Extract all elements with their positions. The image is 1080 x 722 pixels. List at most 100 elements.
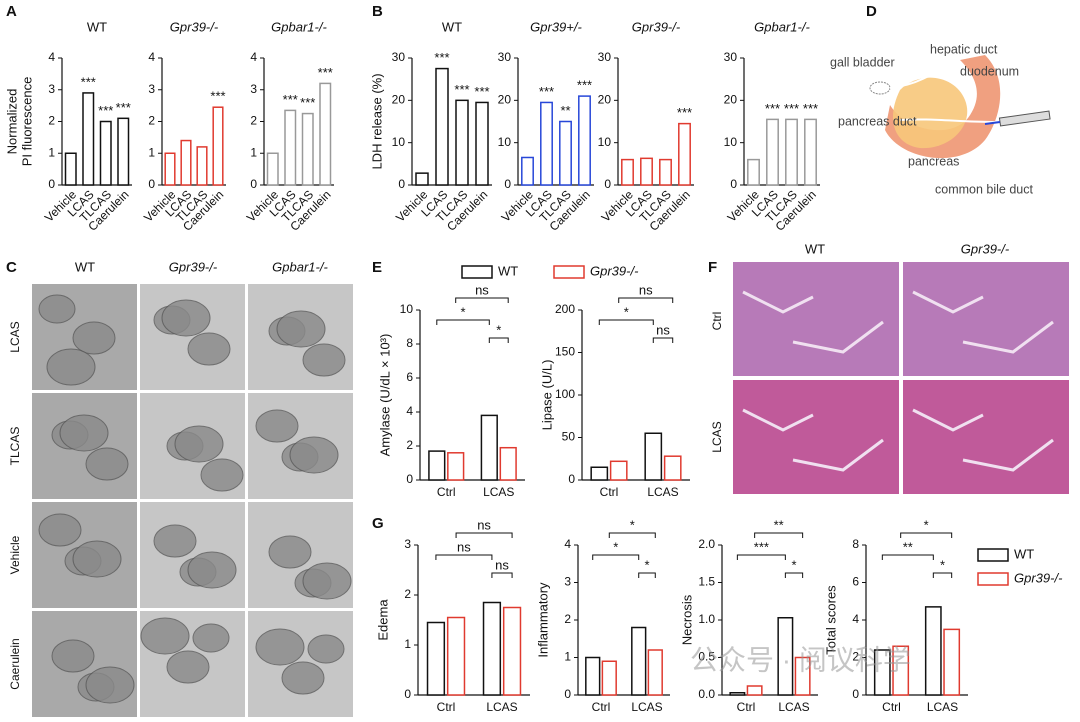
chart-title: Gpbar1-/- xyxy=(754,19,810,34)
organoid xyxy=(276,310,326,348)
y-tick-label: 20 xyxy=(392,93,406,107)
x-tick-label: LCAS xyxy=(778,700,809,714)
organoid xyxy=(187,332,231,366)
organoid xyxy=(38,513,82,547)
bar xyxy=(482,601,502,696)
organoid xyxy=(38,294,76,324)
y-tick-label: 0 xyxy=(48,177,55,191)
y-tick-label: 20 xyxy=(598,93,612,107)
significance: *** xyxy=(283,92,298,107)
bar xyxy=(729,692,746,696)
significance: * xyxy=(461,304,466,319)
organoid xyxy=(72,540,122,578)
chart-title: WT xyxy=(442,19,462,34)
organoid xyxy=(192,623,230,653)
y-tick-label: 2.0 xyxy=(698,537,715,551)
x-tick-label: Ctrl xyxy=(600,485,619,499)
y-tick-label: 6 xyxy=(852,575,859,589)
organoid xyxy=(255,628,305,666)
significance-bracket xyxy=(436,319,490,325)
significance-bracket xyxy=(435,554,493,560)
y-axis-label: Total scores xyxy=(823,585,838,655)
significance: *** xyxy=(803,101,818,116)
chart-title: Gpbar1-/- xyxy=(271,19,327,34)
image-column-label: Gpr39-/- xyxy=(169,259,218,274)
organoid xyxy=(85,447,129,481)
bar xyxy=(659,158,672,186)
significance: * xyxy=(624,304,629,319)
legend-label: WT xyxy=(498,263,518,278)
y-tick-label: 0 xyxy=(568,472,575,486)
image-column-label: WT xyxy=(805,241,825,256)
y-tick-label: 20 xyxy=(498,93,512,107)
image-row-label: LCAS xyxy=(710,421,724,452)
y-tick-label: 30 xyxy=(392,50,406,64)
significance: *** xyxy=(434,50,449,65)
histology-image xyxy=(733,262,899,376)
y-tick-label: 2 xyxy=(564,612,571,626)
diagram-label: common bile duct xyxy=(935,182,1033,196)
organoid xyxy=(255,409,299,443)
x-tick-label: LCAS xyxy=(483,485,514,499)
y-tick-label: 2 xyxy=(404,587,411,601)
y-tick-label: 30 xyxy=(598,50,612,64)
bar xyxy=(428,450,446,481)
bar xyxy=(319,82,332,186)
y-tick-label: 6 xyxy=(406,370,413,384)
significance-bracket xyxy=(491,572,513,578)
significance: *** xyxy=(318,65,333,80)
panel-label: F xyxy=(708,259,717,276)
diagram-label: pancreas xyxy=(908,154,959,168)
organoid xyxy=(85,666,135,704)
organoid xyxy=(153,524,197,558)
organoid xyxy=(174,425,224,463)
x-tick-label: Ctrl xyxy=(882,700,901,714)
bar xyxy=(640,157,653,186)
panel-label: D xyxy=(866,3,877,20)
watermark: 公众号 · 阅议科学 xyxy=(690,644,911,675)
bar xyxy=(502,606,522,696)
organoid xyxy=(289,436,339,474)
significance: *** xyxy=(784,101,799,116)
y-axis-label: Edema xyxy=(375,599,390,641)
diagram-label: pancreas duct xyxy=(838,114,917,128)
x-tick-label: Ctrl xyxy=(737,700,756,714)
tissue-texture xyxy=(742,408,884,472)
significance: ns xyxy=(639,282,653,297)
significance: *** xyxy=(577,78,592,93)
y-tick-label: 3 xyxy=(404,537,411,551)
organoid-image xyxy=(140,284,245,390)
y-tick-label: 1.0 xyxy=(698,612,715,626)
y-tick-label: 0 xyxy=(404,687,411,701)
significance-bracket xyxy=(736,554,786,560)
y-axis-label: Necrosis xyxy=(679,594,694,645)
diagram-label: gall bladder xyxy=(830,55,895,69)
y-tick-label: 2 xyxy=(852,650,859,664)
bar xyxy=(631,626,647,696)
significance-bracket xyxy=(455,532,513,538)
bar xyxy=(785,118,798,186)
significance-bracket xyxy=(592,554,640,560)
y-tick-label: 10 xyxy=(498,135,512,149)
organoid xyxy=(281,661,325,695)
significance: *** xyxy=(454,82,469,97)
bar xyxy=(590,466,609,481)
image-row-label: Caerulein xyxy=(8,638,22,689)
significance: *** xyxy=(210,89,225,104)
y-tick-label: 200 xyxy=(555,302,575,316)
y-tick-label: 0.0 xyxy=(698,687,715,701)
y-tick-label: 1 xyxy=(250,145,257,159)
significance: *** xyxy=(754,539,769,554)
legend-label: Gpr39-/- xyxy=(1014,570,1063,585)
organoid xyxy=(59,414,109,452)
y-tick-label: 8 xyxy=(852,537,859,551)
significance: *** xyxy=(116,100,131,115)
y-tick-label: 20 xyxy=(724,93,738,107)
y-tick-label: 0 xyxy=(406,472,413,486)
chart-title: WT xyxy=(87,19,107,34)
y-tick-label: 3 xyxy=(148,82,155,96)
bar xyxy=(521,156,534,186)
bar xyxy=(663,455,682,481)
significance: ** xyxy=(774,517,784,532)
significance: ns xyxy=(495,557,509,572)
